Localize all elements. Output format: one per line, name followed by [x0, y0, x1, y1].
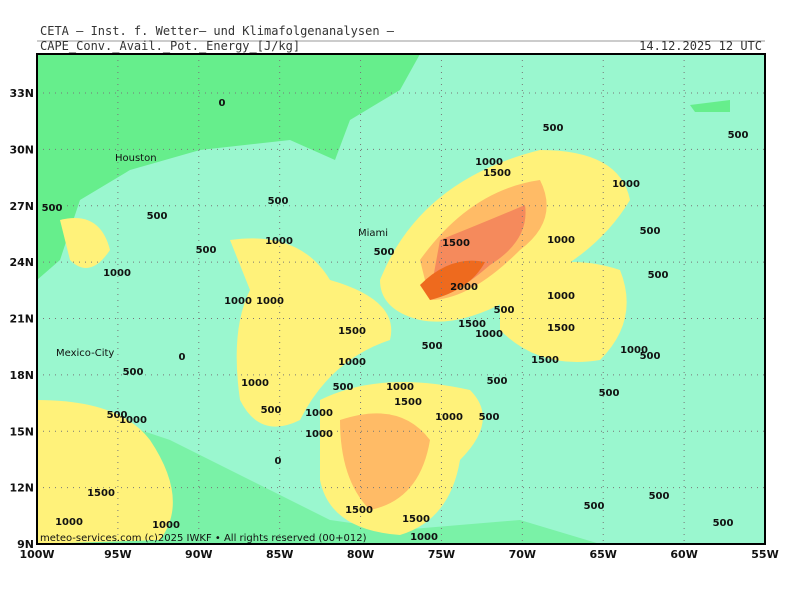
contour-label: 1000 [410, 532, 438, 543]
contour-label: 1000 [55, 517, 83, 528]
contour-label: 1000 [152, 520, 180, 531]
contour-label: 1000 [620, 345, 648, 356]
city-label: Houston [115, 153, 157, 164]
lat-label: 24N [9, 256, 34, 269]
cape-500 [230, 238, 392, 427]
lon-label: 60W [670, 548, 697, 561]
contour-label: 500 [713, 518, 734, 529]
contour-label: 500 [123, 367, 144, 378]
contour-label: 500 [374, 247, 395, 258]
contour-label: 1000 [305, 408, 333, 419]
institute: CETA – Inst. f. Wetter– und Klimafolgena… [40, 24, 395, 38]
contour-label: 1500 [394, 397, 422, 408]
contour-label: 1000 [338, 357, 366, 368]
cape-500 [60, 218, 110, 268]
contour-label: 500 [42, 203, 63, 214]
contour-label: 0 [219, 98, 226, 109]
contour-label: 500 [107, 410, 128, 421]
lat-label: 12N [9, 482, 34, 495]
contour-label: 500 [649, 491, 670, 502]
contour-label: 1500 [483, 168, 511, 179]
contour-label: 1000 [256, 296, 284, 307]
contour-label: 1000 [475, 329, 503, 340]
contour-label: 500 [261, 405, 282, 416]
land [690, 100, 730, 112]
footer: meteo-services.com (c)2025 IWKF • All ri… [40, 533, 367, 544]
lon-label: 55W [751, 548, 778, 561]
lon-label: 70W [509, 548, 536, 561]
lat-label: 21N [9, 313, 34, 326]
frame [36, 53, 766, 545]
contour-label: 500 [487, 376, 508, 387]
contour-label: 1000 [103, 268, 131, 279]
contour-label: 500 [422, 341, 443, 352]
contour-label: 500 [494, 305, 515, 316]
contour-label: 1500 [345, 505, 373, 516]
contour-label: 500 [584, 501, 605, 512]
lat-label: 30N [9, 143, 34, 156]
lon-label: 95W [104, 548, 131, 561]
contour-label: 500 [196, 245, 217, 256]
contour-label: 500 [599, 388, 620, 399]
land [37, 400, 600, 544]
map-area: HoustonMiamiMexico-City05005001000150010… [37, 54, 765, 544]
contour-label: 500 [640, 226, 661, 237]
contour-label: 500 [543, 123, 564, 134]
contour-label: 1000 [241, 378, 269, 389]
contour-label: 1000 [435, 412, 463, 423]
contour-label: 500 [147, 211, 168, 222]
contour-label: 1000 [224, 296, 252, 307]
lat-label: 27N [9, 200, 34, 213]
cape-2000 [420, 260, 485, 300]
contour-label: 1000 [386, 382, 414, 393]
lon-label: 65W [590, 548, 617, 561]
land [37, 54, 420, 280]
lon-label: 90W [185, 548, 212, 561]
contour-label: 1000 [119, 415, 147, 426]
contour-label: 1000 [547, 291, 575, 302]
contour-labels: HoustonMiamiMexico-City05005001000150010… [42, 98, 749, 543]
contour-label: 1000 [612, 179, 640, 190]
city-label: Miami [358, 228, 388, 239]
cape-1000 [340, 413, 430, 510]
lat-label: 18N [9, 369, 34, 382]
lon-label: 80W [347, 548, 374, 561]
contour-label: 1500 [338, 326, 366, 337]
city-label: Mexico-City [56, 348, 114, 359]
cape-500 [500, 262, 627, 362]
contour-label: 1500 [87, 488, 115, 499]
lon-label: 75W [428, 548, 455, 561]
contour-label: 0 [275, 456, 282, 467]
valid-time: 14.12.2025 12 UTC [639, 39, 762, 53]
lat-label: 33N [9, 87, 34, 100]
contour-label: 500 [728, 130, 749, 141]
contour-label: 1500 [402, 514, 430, 525]
contour-label: 2000 [450, 282, 478, 293]
lat-label: 9N [17, 538, 34, 551]
contour-label: 1500 [442, 238, 470, 249]
lon-label: 85W [266, 548, 293, 561]
contour-label: 500 [333, 382, 354, 393]
graticule [37, 54, 765, 544]
contour-label: 1000 [547, 235, 575, 246]
contour-label: 1000 [475, 157, 503, 168]
lon-label: 100W [19, 548, 54, 561]
contour-label: 500 [648, 270, 669, 281]
contour-label: 500 [268, 196, 289, 207]
contour-label: 1500 [458, 319, 486, 330]
contour-label: 1000 [265, 236, 293, 247]
contour-label: 0 [179, 352, 186, 363]
contour-label: 1500 [547, 323, 575, 334]
contour-label: 500 [640, 351, 661, 362]
contour-label: 500 [479, 412, 500, 423]
cape-500 [37, 400, 173, 544]
contour-label: 1500 [531, 355, 559, 366]
contour-label: 1000 [305, 429, 333, 440]
field-name: CAPE_Conv._Avail._Pot._Energy_[J/kg] [40, 39, 300, 53]
lat-label: 15N [9, 425, 34, 438]
